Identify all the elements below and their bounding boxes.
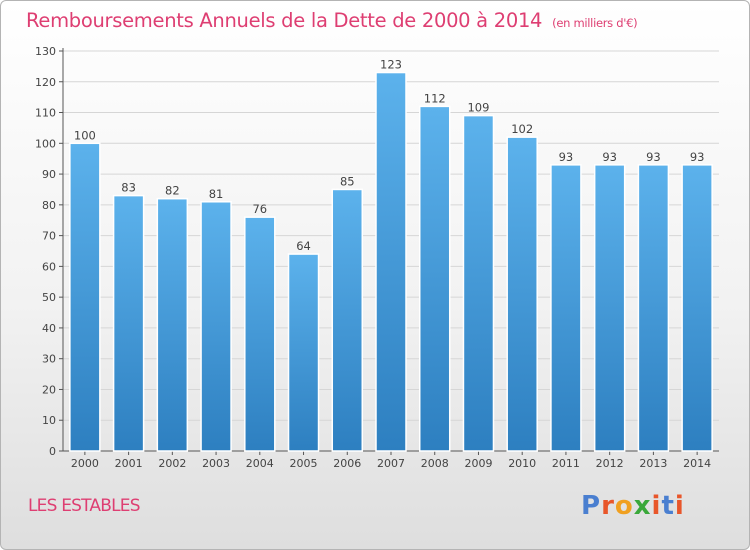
x-tick-label: 2000 — [71, 457, 99, 470]
data-label: 109 — [467, 101, 489, 115]
data-label: 123 — [380, 58, 402, 72]
data-label: 76 — [252, 202, 267, 216]
bar-2000 — [69, 142, 101, 452]
y-tick-label: 70 — [42, 230, 56, 243]
y-tick-label: 100 — [35, 137, 56, 150]
bar-2013 — [637, 164, 670, 452]
x-tick-label: 2010 — [508, 457, 536, 470]
y-tick-label: 50 — [42, 291, 56, 304]
chart-title: Remboursements Annuels de la Dette de 20… — [26, 9, 638, 32]
data-label: 82 — [165, 184, 180, 198]
y-tick-label: 20 — [42, 383, 56, 396]
y-tick-label: 0 — [49, 445, 56, 458]
axes: 0 10 20 30 40 50 60 70 80 90 100 110 120 130 2000 2001 2… — [35, 45, 719, 470]
y-tick-label: 110 — [35, 107, 56, 120]
data-label: 112 — [424, 91, 446, 105]
x-tick-label: 2005 — [290, 457, 318, 470]
bar-2009 — [462, 114, 495, 452]
x-tick-label: 2002 — [158, 457, 186, 470]
y-tick-label: 10 — [42, 414, 56, 427]
data-label: 93 — [646, 150, 661, 164]
y-tick-label: 120 — [35, 76, 56, 89]
x-tick-label: 2014 — [683, 457, 711, 470]
bar-2002 — [156, 197, 189, 452]
x-tick-label: 2003 — [202, 457, 230, 470]
proxiti-logo: Proxiti — [581, 491, 685, 521]
bar-2011 — [550, 164, 582, 452]
bar-2006 — [331, 188, 364, 452]
data-label: 93 — [690, 150, 705, 164]
y-tick-label: 130 — [35, 45, 56, 58]
x-tick-label: 2013 — [639, 457, 667, 470]
data-label: 83 — [121, 181, 136, 195]
y-tick-label: 30 — [42, 353, 56, 366]
bar-2001 — [112, 194, 145, 452]
x-tick-label: 2011 — [552, 457, 580, 470]
x-tick-label: 2004 — [246, 457, 274, 470]
bar-2003 — [200, 201, 232, 452]
y-tick-label: 90 — [42, 168, 56, 181]
y-tick-label: 60 — [42, 260, 56, 273]
x-tick-label: 2001 — [115, 457, 143, 470]
data-label: 81 — [209, 187, 224, 201]
data-label: 85 — [340, 174, 355, 188]
bar-2010 — [506, 136, 538, 452]
x-tick-label: 2008 — [421, 457, 449, 470]
x-tick-label: 2006 — [333, 457, 361, 470]
data-label: 93 — [559, 150, 574, 164]
y-tick-label: 40 — [42, 322, 56, 335]
y-tick-label: 80 — [42, 199, 56, 212]
bar-2004 — [244, 216, 276, 452]
bar-2012 — [593, 164, 626, 452]
bars — [69, 71, 713, 452]
bar-2005 — [287, 253, 320, 452]
bar-2014 — [681, 164, 713, 452]
data-label: 64 — [296, 239, 311, 253]
bar-2008 — [418, 105, 451, 452]
x-tick-label: 2009 — [464, 457, 492, 470]
x-tick-label: 2012 — [596, 457, 624, 470]
data-label: 93 — [602, 150, 617, 164]
chart-unit: (en milliers d'€) — [552, 16, 638, 30]
chart-title-text: Remboursements Annuels de la Dette de 20… — [26, 9, 543, 32]
data-labels: 100 83 82 81 76 64 85 123 112 109 102 93 93 93 93 — [74, 58, 705, 254]
x-tick-label: 2007 — [377, 457, 405, 470]
commune-name: LES ESTABLES — [28, 496, 141, 516]
bar-2007 — [375, 71, 407, 452]
data-label: 102 — [511, 122, 533, 136]
data-label: 100 — [74, 128, 96, 142]
